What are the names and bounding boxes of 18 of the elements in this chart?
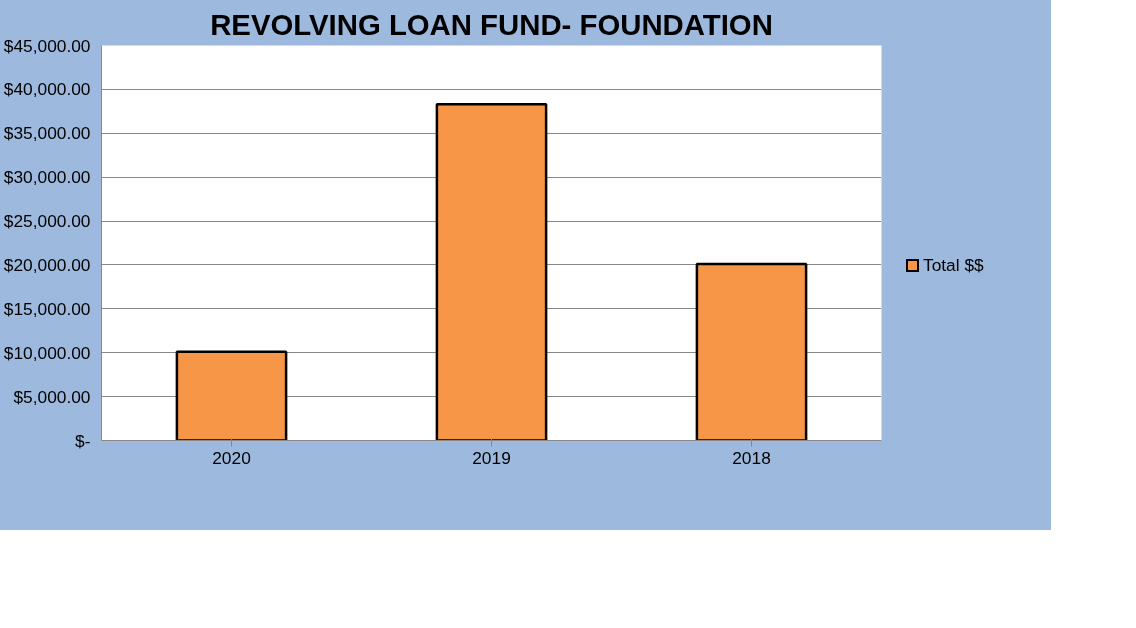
bar xyxy=(435,103,548,441)
chart-title: REVOLVING LOAN FUND- FOUNDATION xyxy=(210,7,773,41)
y-tick-label: $15,000.00 xyxy=(3,298,91,319)
y-tick-label: $- xyxy=(75,430,91,451)
x-tick-label: 2018 xyxy=(732,447,771,468)
x-tick-label: 2019 xyxy=(472,447,511,468)
y-tick-label: $40,000.00 xyxy=(3,79,91,100)
bar xyxy=(695,262,808,441)
y-tick-label: $30,000.00 xyxy=(3,167,91,188)
y-tick-label: $20,000.00 xyxy=(3,254,91,275)
bar xyxy=(175,350,288,441)
legend-label: Total $$ xyxy=(923,253,984,277)
y-tick-label: $45,000.00 xyxy=(3,35,91,56)
y-tick-label: $35,000.00 xyxy=(3,123,91,144)
y-tick-label: $10,000.00 xyxy=(3,342,91,363)
x-tick-label: 2020 xyxy=(212,447,251,468)
y-tick-label: $25,000.00 xyxy=(3,211,91,232)
y-tick-label: $5,000.00 xyxy=(13,386,91,407)
